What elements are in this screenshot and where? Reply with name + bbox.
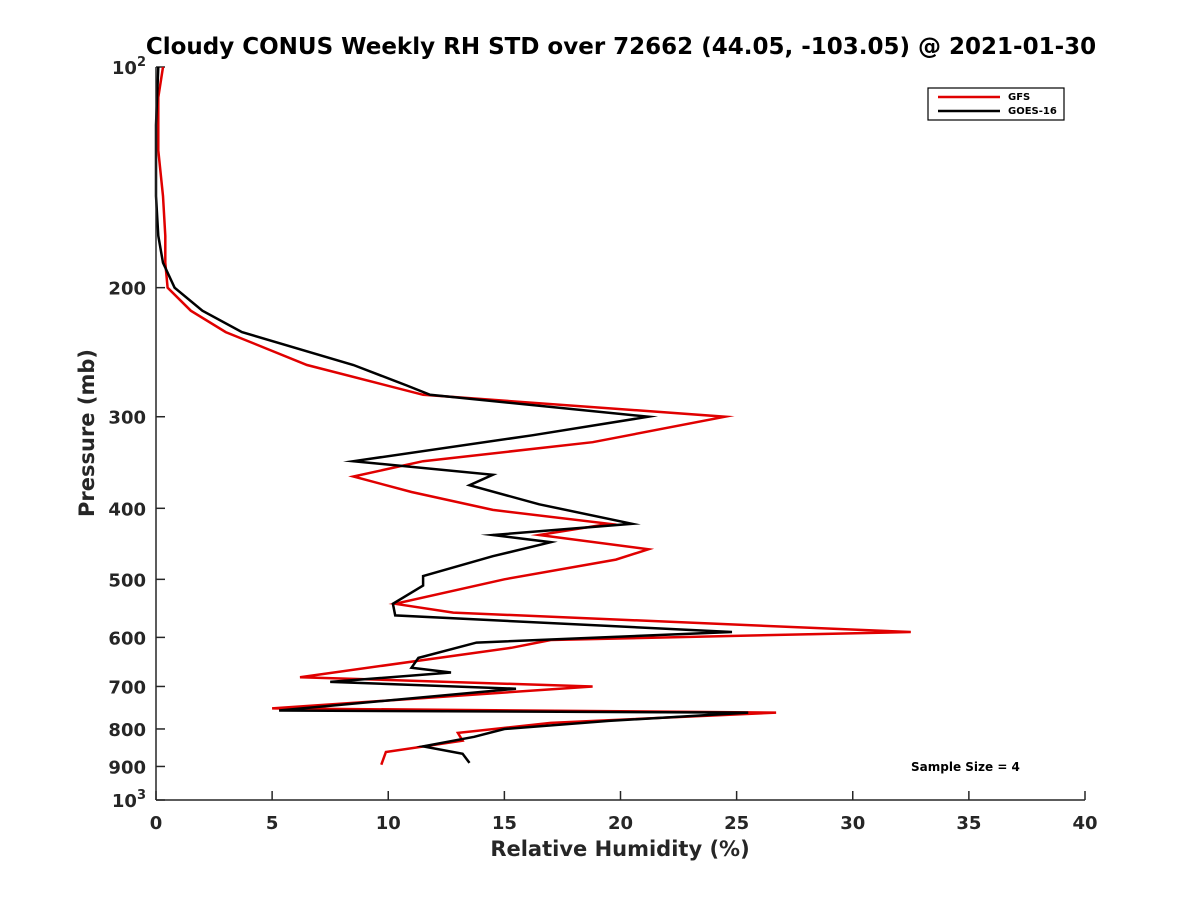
series-lines — [154, 66, 911, 766]
chart-title: Cloudy CONUS Weekly RH STD over 72662 (4… — [146, 34, 1096, 60]
x-tick-label: 10 — [376, 813, 401, 834]
y-tick-label: 500 — [108, 570, 146, 591]
y-tick-label: 102 — [112, 55, 146, 79]
x-tick-label: 30 — [840, 813, 865, 834]
x-tick-label: 15 — [492, 813, 517, 834]
y-tick-label: 600 — [108, 628, 146, 649]
x-tick-label: 5 — [266, 813, 279, 834]
legend-label-goes16: GOES-16 — [1008, 106, 1057, 117]
y-tick-label: 700 — [108, 677, 146, 698]
x-tick-label: 0 — [150, 813, 163, 834]
x-ticks: 0 5 10 15 20 25 30 35 40 — [150, 791, 1098, 834]
y-ticks: 102 200 300 400 500 600 700 800 900 103 — [108, 55, 165, 812]
x-axis-label: Relative Humidity (%) — [490, 837, 749, 861]
legend: GFS GOES-16 — [927, 87, 1065, 121]
legend-box — [927, 87, 1065, 121]
y-tick-label: 200 — [108, 279, 146, 300]
x-tick-label: 40 — [1072, 813, 1097, 834]
series-line-goes16 — [154, 66, 749, 764]
y-tick-label: 300 — [108, 408, 146, 429]
x-tick-label: 35 — [956, 813, 981, 834]
y-tick-label: 800 — [108, 720, 146, 741]
y-axis-label: Pressure (mb) — [75, 349, 99, 517]
legend-label-gfs: GFS — [1008, 92, 1030, 103]
y-tick-label: 103 — [112, 788, 146, 812]
y-tick-label: 400 — [108, 499, 146, 520]
x-tick-label: 20 — [608, 813, 633, 834]
series-line-gfs — [157, 66, 911, 766]
y-tick-label: 900 — [108, 757, 146, 778]
x-tick-label: 25 — [724, 813, 749, 834]
sample-size-annotation: Sample Size = 4 — [911, 760, 1020, 774]
